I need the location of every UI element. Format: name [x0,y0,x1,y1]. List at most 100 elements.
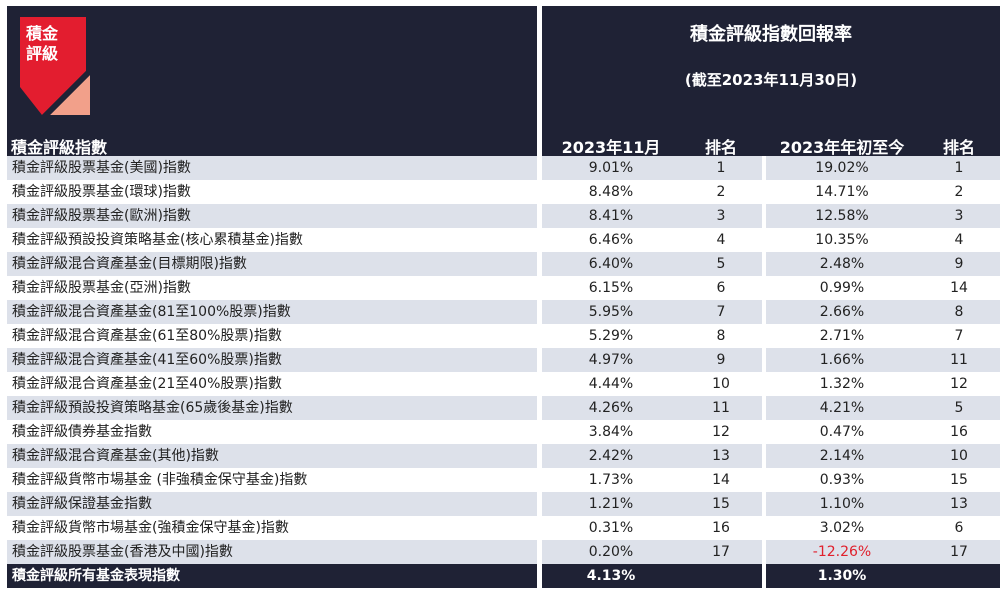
ytd-return: 0.47% [819,424,865,440]
ytd-return: 3.02% [819,520,865,536]
ytd-return: 2.66% [766,300,918,324]
index-name: 積金評級混合資產基金(41至60%股票)指數 [7,348,537,372]
ytd-return: 0.93% [819,472,865,488]
table-row: 積金評級混合資產基金(81至100%股票)指數 5.95% 7 2.66% 8 [7,300,1000,324]
table-row: 積金評級貨幣市場基金 (非強積金保守基金)指數 1.73% 14 0.93% 15 [7,468,1000,492]
ytd-rank: 11 [918,348,1000,372]
month-return: 4.44% [588,376,634,392]
table-row: 積金評級債券基金指數 3.84% 12 0.47% 16 [7,420,1000,444]
month-rank: 11 [680,396,762,420]
header-right: 積金評級指數回報率 (截至2023年11月30日) 2023年11月 排名 20… [542,6,1000,157]
ytd-return: 1.30% [766,564,918,588]
month-return: 9.01% [542,156,680,180]
table-row: 積金評級保證基金指數 1.21% 15 1.10% 13 [7,492,1000,516]
ytd-return: 0.99% [819,280,865,296]
column-header-ytd: 2023年年初至今 [779,138,905,157]
index-name: 積金評級貨幣市場基金(強積金保守基金)指數 [12,520,289,536]
ytd-rank: 2 [954,184,964,200]
ytd-return: 2.71% [819,328,865,344]
index-name: 積金評級股票基金(香港及中國)指數 [7,540,537,564]
table-row: 積金評級股票基金(香港及中國)指數 0.20% 17 -12.26% 17 [7,540,1000,564]
ytd-rank: 8 [918,300,1000,324]
ytd-return: 12.58% [766,204,918,228]
ytd-return: 1.32% [819,376,865,392]
index-name: 積金評級貨幣市場基金 (非強積金保守基金)指數 [12,472,308,488]
month-return: 5.29% [588,328,634,344]
month-rank: 16 [712,520,730,536]
index-name: 積金評級股票基金(歐洲)指數 [7,204,537,228]
ytd-rank [918,564,1000,588]
ytd-return: 1.10% [766,492,918,516]
month-return: 1.73% [588,472,634,488]
table-row: 積金評級預設投資策略基金(核心累積基金)指數 6.46% 4 10.35% 4 [7,228,1000,252]
ytd-rank: 14 [950,280,968,296]
ytd-rank: 1 [918,156,1000,180]
column-header-rank-month: 排名 [704,138,737,157]
ytd-return: 1.66% [766,348,918,372]
month-return: 6.46% [588,232,634,248]
month-rank: 1 [680,156,762,180]
ytd-rank: 5 [918,396,1000,420]
ytd-rank: 6 [954,520,964,536]
index-name: 積金評級混合資產基金(21至40%股票)指數 [12,376,282,392]
ytd-return: 19.02% [766,156,918,180]
month-rank: 3 [680,204,762,228]
month-rank: 13 [680,444,762,468]
month-rank: 12 [712,424,730,440]
ytd-rank: 16 [950,424,968,440]
month-return: 4.97% [542,348,680,372]
table-row: 積金評級貨幣市場基金(強積金保守基金)指數 0.31% 16 3.02% 6 [7,516,1000,540]
ytd-rank: 13 [918,492,1000,516]
month-rank: 5 [680,252,762,276]
table-row: 積金評級股票基金(環球)指數 8.48% 2 14.71% 2 [7,180,1000,204]
month-return: 0.20% [542,540,680,564]
index-name: 積金評級混合資產基金(81至100%股票)指數 [7,300,537,324]
ytd-rank: 17 [918,540,1000,564]
index-name: 積金評級保證基金指數 [7,492,537,516]
ytd-rank: 12 [950,376,968,392]
month-rank: 2 [716,184,726,200]
month-return: 1.21% [542,492,680,516]
table-row: 積金評級混合資產基金(21至40%股票)指數 4.44% 10 1.32% 12 [7,372,1000,396]
logo-text-1: 積金 [25,24,59,43]
total-row: 積金評級所有基金表現指數 4.13% 1.30% [7,564,1000,588]
table-row: 積金評級預設投資策略基金(65歲後基金)指數 4.26% 11 4.21% 5 [7,396,1000,420]
index-name: 積金評級混合資產基金(61至80%股票)指數 [12,328,282,344]
month-rank: 6 [716,280,726,296]
column-header-month: 2023年11月 [561,138,661,157]
month-return: 4.13% [542,564,680,588]
month-rank: 14 [712,472,730,488]
month-rank [680,564,762,588]
month-rank: 8 [716,328,726,344]
index-name: 積金評級混合資產基金(其他)指數 [7,444,537,468]
ytd-return: 10.35% [815,232,869,248]
month-return: 2.42% [542,444,680,468]
page-subtitle: (截至2023年11月30日) [684,71,858,89]
ytd-rank: 4 [954,232,964,248]
table-row: 積金評級混合資產基金(41至60%股票)指數 4.97% 9 1.66% 11 [7,348,1000,372]
month-rank: 7 [680,300,762,324]
index-name: 積金評級股票基金(亞洲)指數 [12,280,191,296]
month-return: 6.40% [542,252,680,276]
index-name: 積金評級股票基金(環球)指數 [12,184,191,200]
ytd-rank: 7 [954,328,964,344]
table-row: 積金評級混合資產基金(目標期限)指數 6.40% 5 2.48% 9 [7,252,1000,276]
ytd-return: 14.71% [815,184,869,200]
month-rank: 9 [680,348,762,372]
ytd-return: 4.21% [766,396,918,420]
ytd-return: 2.48% [766,252,918,276]
month-return: 8.41% [542,204,680,228]
index-name: 積金評級債券基金指數 [12,424,152,440]
month-rank: 17 [680,540,762,564]
month-return: 5.95% [542,300,680,324]
month-return: 8.48% [588,184,634,200]
column-header-rank-ytd: 排名 [942,138,975,157]
month-rank: 15 [680,492,762,516]
table-row: 積金評級股票基金(亞洲)指數 6.15% 6 0.99% 14 [7,276,1000,300]
table-row: 積金評級股票基金(歐洲)指數 8.41% 3 12.58% 3 [7,204,1000,228]
logo-text-2: 評級 [26,44,58,63]
month-rank: 4 [716,232,726,248]
column-header-name: 積金評級指數 [11,138,108,157]
month-rank: 10 [712,376,730,392]
ytd-rank: 15 [950,472,968,488]
